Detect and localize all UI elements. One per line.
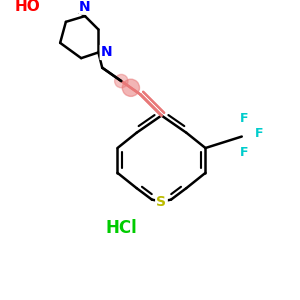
Text: S: S <box>157 194 166 208</box>
Circle shape <box>115 74 128 88</box>
Text: F: F <box>239 146 248 159</box>
Text: HO: HO <box>14 0 40 14</box>
Circle shape <box>122 79 140 96</box>
Text: F: F <box>255 127 264 140</box>
Text: HCl: HCl <box>105 219 137 237</box>
Text: N: N <box>100 45 112 59</box>
Text: N: N <box>79 0 91 14</box>
Text: F: F <box>239 112 248 125</box>
